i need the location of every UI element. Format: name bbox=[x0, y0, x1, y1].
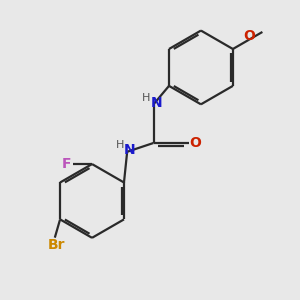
Text: N: N bbox=[151, 96, 162, 110]
Text: O: O bbox=[189, 136, 201, 150]
Text: F: F bbox=[61, 157, 71, 171]
Text: H: H bbox=[142, 93, 150, 103]
Text: Br: Br bbox=[48, 238, 65, 252]
Text: H: H bbox=[116, 140, 124, 150]
Text: O: O bbox=[243, 28, 255, 43]
Text: N: N bbox=[124, 142, 135, 157]
